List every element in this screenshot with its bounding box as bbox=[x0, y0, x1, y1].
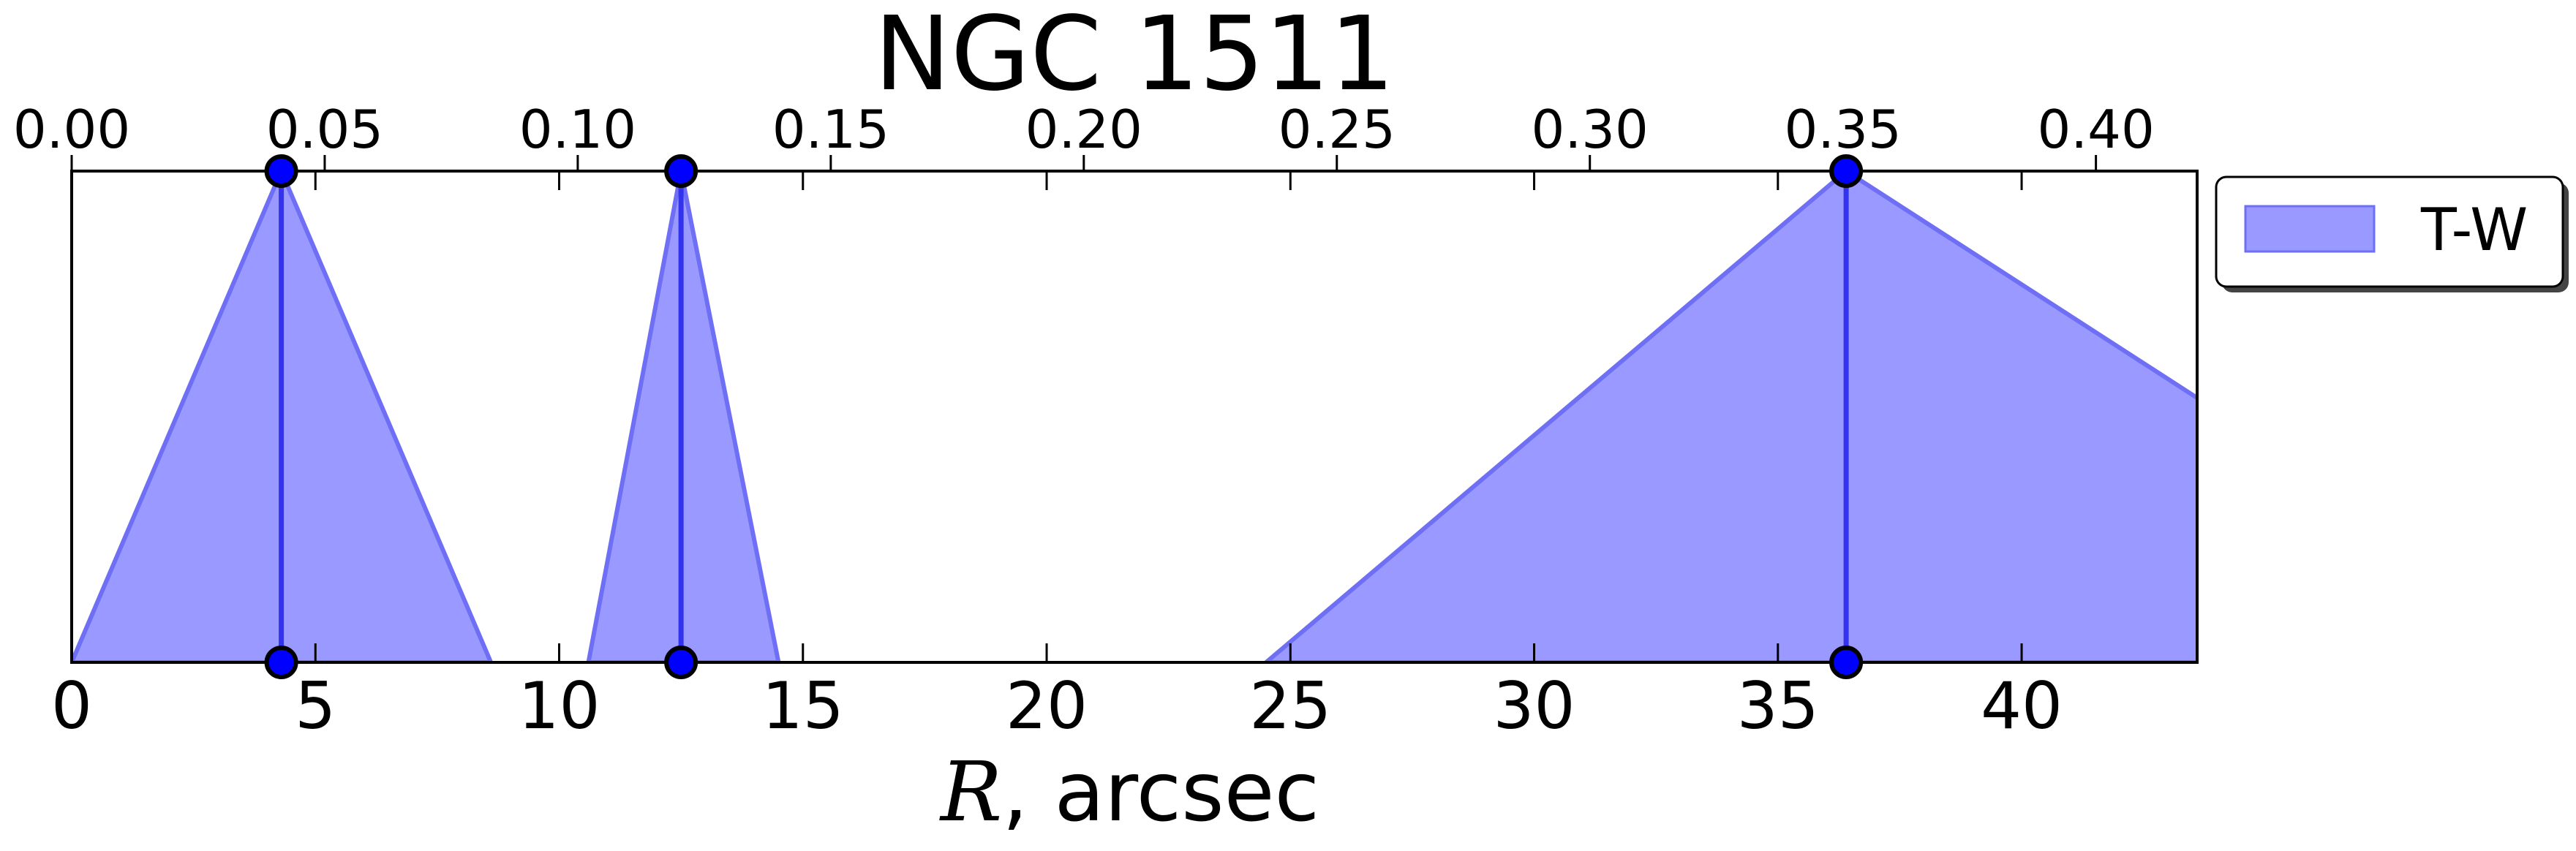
chart-title: NGC 1511 bbox=[874, 0, 1395, 114]
top-tick-label-1: 0.05 bbox=[266, 99, 383, 160]
top-tick-label-2: 0.10 bbox=[519, 99, 636, 160]
x-tick-label-7: 35 bbox=[1737, 668, 1819, 744]
x-tick-label-4: 20 bbox=[1006, 668, 1088, 744]
peak-markers bbox=[264, 154, 1864, 679]
bottom-axis: 0 5 10 15 20 25 30 35 40 bbox=[51, 171, 2063, 744]
peak-marker-top-3 bbox=[1829, 154, 1864, 188]
top-tick-label-8: 0.40 bbox=[2037, 99, 2154, 160]
top-tick-label-4: 0.20 bbox=[1025, 99, 1142, 160]
plot-frame bbox=[70, 170, 2199, 664]
x-axis-label: R, arcsec bbox=[939, 745, 1319, 840]
legend-swatch bbox=[2244, 205, 2376, 253]
peak-area-3 bbox=[1263, 171, 2197, 662]
top-tick-label-6: 0.30 bbox=[1532, 99, 1649, 160]
x-tick-label-3: 15 bbox=[762, 668, 844, 744]
plot-area bbox=[72, 171, 2197, 662]
peak-marker-bottom-1 bbox=[264, 646, 298, 679]
top-tick-label-7: 0.35 bbox=[1785, 99, 1902, 160]
top-tick-label-3: 0.15 bbox=[772, 99, 889, 160]
x-tick-label-1: 5 bbox=[295, 668, 336, 744]
x-axis-label-variable: R bbox=[939, 745, 1002, 840]
x-tick-label-2: 10 bbox=[519, 668, 600, 744]
top-axis: 0.00 0.05 0.10 0.15 0.20 0.25 0.30 0.35 0.40 bbox=[13, 99, 2155, 171]
x-tick-label-6: 30 bbox=[1494, 668, 1575, 744]
peak-marker-bottom-2 bbox=[664, 646, 698, 679]
peak-marker-top-1 bbox=[264, 154, 298, 188]
peak-marker-top-2 bbox=[664, 154, 698, 188]
legend-label: T-W bbox=[2420, 196, 2528, 264]
legend-box bbox=[2215, 175, 2564, 288]
x-tick-label-8: 40 bbox=[1981, 668, 2063, 744]
x-axis-label-unit: , arcsec bbox=[1002, 745, 1319, 840]
peak-marker-bottom-3 bbox=[1829, 646, 1864, 679]
x-tick-label-0: 0 bbox=[51, 668, 92, 744]
x-tick-label-5: 25 bbox=[1249, 668, 1331, 744]
top-tick-label-5: 0.25 bbox=[1278, 99, 1396, 160]
top-tick-label-0: 0.00 bbox=[13, 99, 130, 160]
legend: T-W bbox=[2215, 175, 2569, 292]
